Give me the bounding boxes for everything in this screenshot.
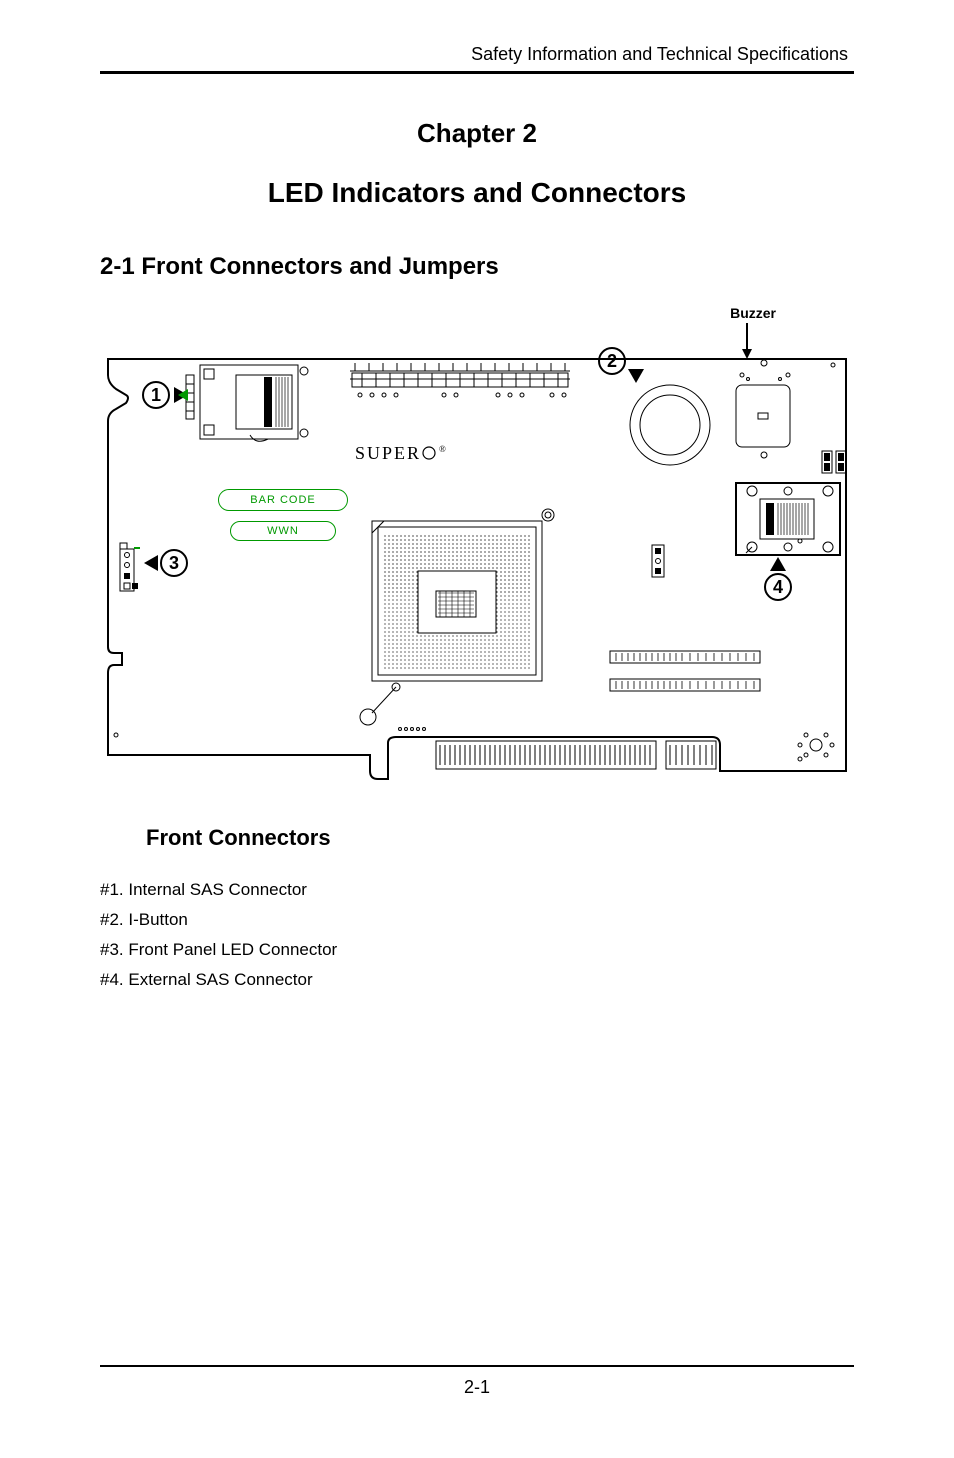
list-item: #4. External SAS Connector	[100, 965, 854, 995]
right-edge-headers	[822, 451, 846, 473]
front-connectors-list: #1. Internal SAS Connector #2. I-Button …	[100, 875, 854, 995]
list-item: #3. Front Panel LED Connector	[100, 935, 854, 965]
buzzer-label: Buzzer	[730, 305, 776, 321]
socket-lever	[360, 683, 400, 725]
bga-chip	[372, 521, 542, 681]
mid-3pin	[652, 545, 664, 577]
list-item: #1. Internal SAS Connector	[100, 875, 854, 905]
rule-top	[100, 71, 854, 74]
rule-bottom	[100, 1365, 854, 1367]
pcb-diagram: Buzzer 1 2 3 4 SUPER® BAR CODE WWN	[100, 305, 854, 785]
ibutton	[630, 385, 710, 465]
top-header-rows	[350, 363, 570, 397]
page-number: 2-1	[100, 1377, 854, 1398]
chapter-label: Chapter 2	[100, 118, 854, 149]
front-connectors-heading: Front Connectors	[146, 825, 854, 851]
chapter-title: LED Indicators and Connectors	[100, 177, 854, 209]
list-item: #2. I-Button	[100, 905, 854, 935]
running-head: Safety Information and Technical Specifi…	[100, 44, 854, 65]
green-arrow-left	[178, 389, 188, 401]
pcb-svg	[100, 335, 854, 785]
buzzer-block	[736, 360, 835, 458]
fp-led-header	[120, 543, 140, 591]
mem-rows	[610, 651, 760, 691]
br-screw	[798, 733, 834, 761]
edge-connector	[436, 741, 716, 769]
internal-sas-block	[200, 365, 308, 441]
section-heading: 2-1 Front Connectors and Jumpers	[100, 253, 854, 281]
external-sas-block	[736, 483, 840, 555]
top-dots-small	[399, 728, 426, 731]
